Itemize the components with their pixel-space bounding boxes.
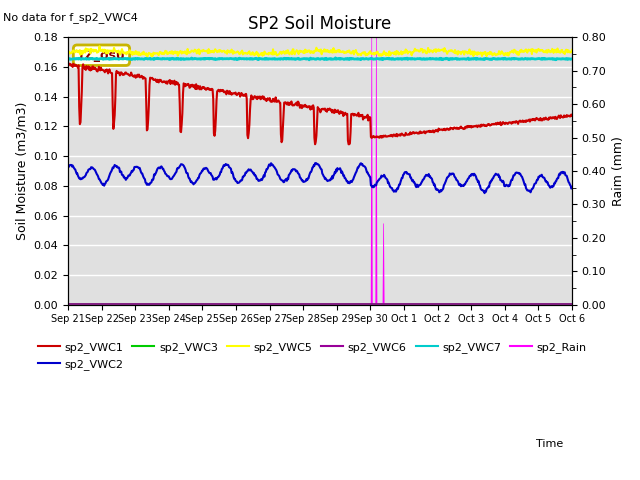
Text: Time: Time bbox=[536, 439, 563, 449]
Y-axis label: Raim (mm): Raim (mm) bbox=[612, 136, 625, 206]
Text: TZ_osu: TZ_osu bbox=[77, 49, 126, 62]
Legend: sp2_VWC1, sp2_VWC2, sp2_VWC3, sp2_VWC5, sp2_VWC6, sp2_VWC7, sp2_Rain: sp2_VWC1, sp2_VWC2, sp2_VWC3, sp2_VWC5, … bbox=[33, 338, 591, 374]
Y-axis label: Soil Moisture (m3/m3): Soil Moisture (m3/m3) bbox=[15, 102, 28, 240]
Title: SP2 Soil Moisture: SP2 Soil Moisture bbox=[248, 15, 392, 33]
Text: No data for f_sp2_VWC4: No data for f_sp2_VWC4 bbox=[3, 12, 138, 23]
